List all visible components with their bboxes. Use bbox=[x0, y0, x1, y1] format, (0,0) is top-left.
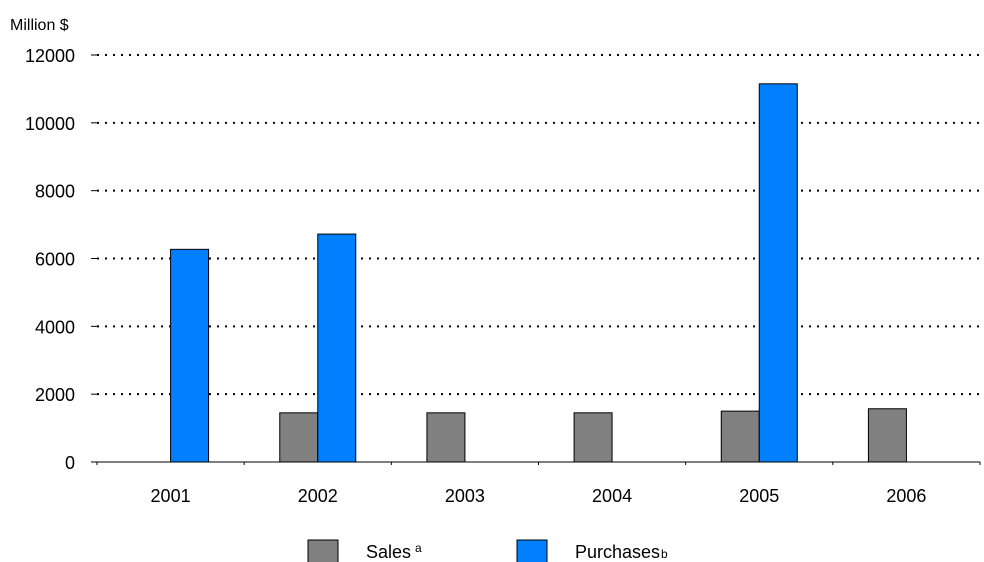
y-tick-label: 12000 bbox=[25, 46, 75, 66]
x-tick-label: 2003 bbox=[445, 486, 485, 506]
legend-label-purchases: Purchasesb bbox=[575, 542, 668, 562]
legend-label-sales: Sales a bbox=[366, 541, 422, 562]
bar-sales-2006 bbox=[867, 408, 907, 463]
bar-sales-2005 bbox=[720, 410, 760, 463]
y-tick-label: 4000 bbox=[35, 317, 75, 337]
x-tick-label: 2002 bbox=[298, 486, 338, 506]
bars bbox=[170, 83, 907, 463]
y-tick-label: 8000 bbox=[35, 182, 75, 202]
y-axis-ticks: 0 2000 4000 6000 8000 10000 12000 bbox=[25, 46, 97, 473]
bar-sales-2002 bbox=[279, 412, 319, 463]
gridlines bbox=[97, 54, 980, 396]
x-tick-label: 2004 bbox=[592, 486, 632, 506]
y-tick-label: 2000 bbox=[35, 385, 75, 405]
x-axis bbox=[96, 461, 981, 465]
legend-swatch-sales bbox=[307, 539, 339, 562]
y-tick-label: 6000 bbox=[35, 250, 75, 270]
bar-purchases-2001 bbox=[170, 248, 210, 463]
bar-sales-2003 bbox=[426, 412, 466, 463]
x-tick-label: 2006 bbox=[886, 486, 926, 506]
legend-swatch-purchases bbox=[516, 539, 548, 562]
x-tick-label: 2001 bbox=[151, 486, 191, 506]
y-tick-label: 10000 bbox=[25, 114, 75, 134]
y-axis-unit-label: Million $ bbox=[10, 17, 69, 34]
bar-purchases-2002 bbox=[317, 233, 357, 463]
legend: Sales a Purchasesb bbox=[307, 539, 668, 562]
y-tick-label: 0 bbox=[65, 453, 75, 473]
x-axis-ticks: 2001 2002 2003 2004 2005 2006 bbox=[151, 486, 927, 506]
bar-sales-2004 bbox=[573, 412, 613, 463]
bar-purchases-2005 bbox=[758, 83, 798, 463]
x-tick-label: 2005 bbox=[739, 486, 779, 506]
